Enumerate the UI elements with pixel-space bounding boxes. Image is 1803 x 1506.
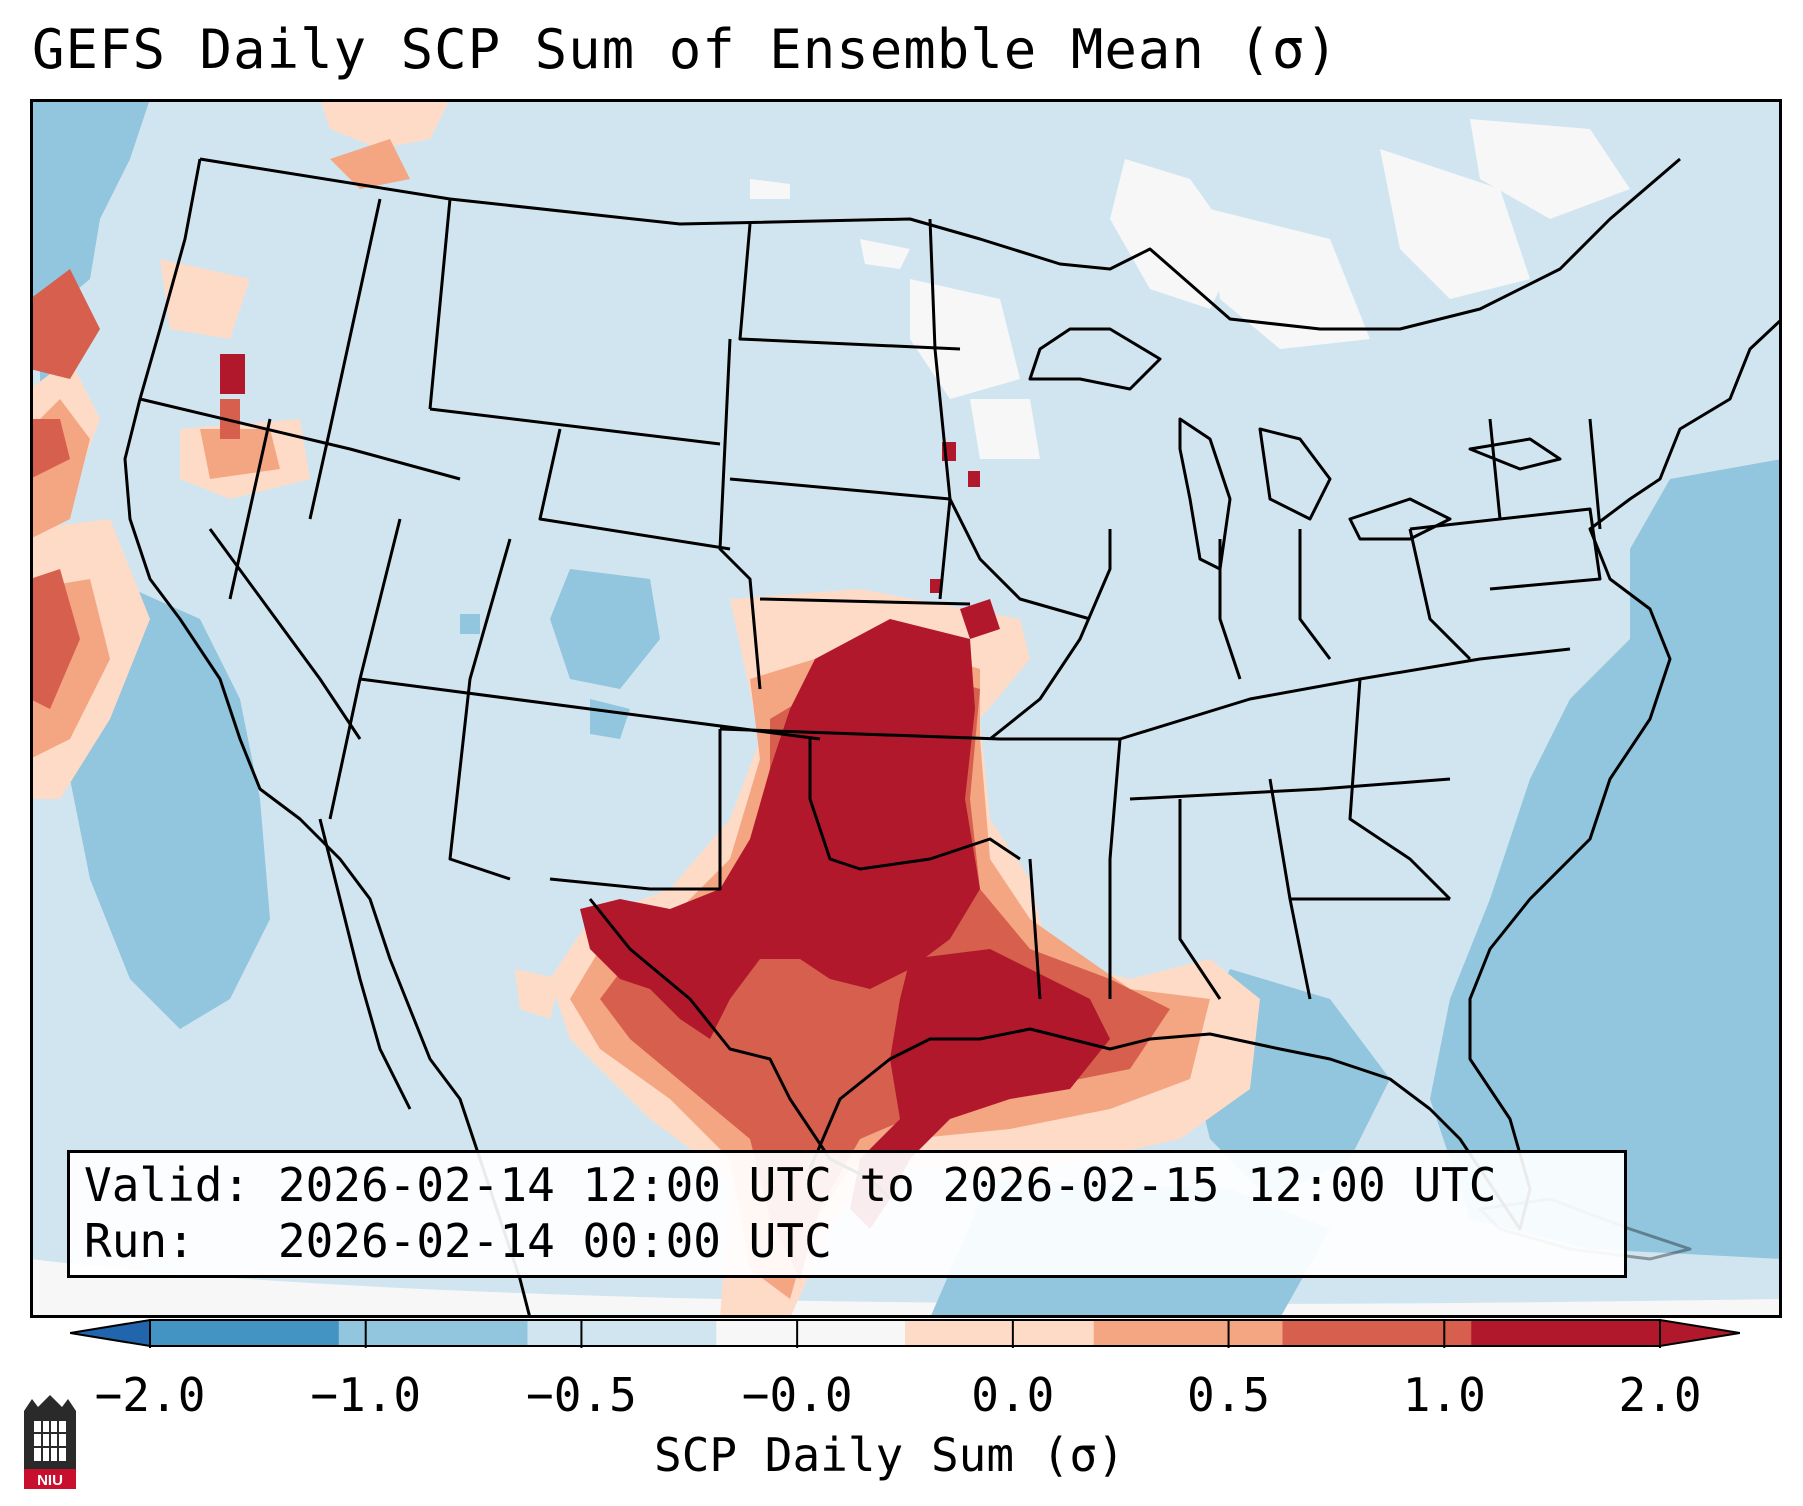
colorbar-segment xyxy=(338,1320,528,1346)
colorbar xyxy=(70,1318,1740,1348)
colorbar-tick-label: −1.0 xyxy=(310,1368,422,1422)
colorbar-extend-high xyxy=(1659,1318,1740,1348)
colorbar-segments xyxy=(70,1318,1740,1348)
colorbar-segment xyxy=(1093,1320,1283,1346)
positive-extreme-areas xyxy=(220,354,1110,1229)
colorbar-tick-label: 0.5 xyxy=(1187,1368,1271,1422)
map-canvas xyxy=(30,99,1782,1318)
colorbar-tick-label: −0.5 xyxy=(526,1368,637,1422)
valid-value: 2026-02-14 12:00 UTC to 2026-02-15 12:00… xyxy=(277,1158,1497,1212)
run-label: Run: xyxy=(84,1214,195,1268)
state-boundaries xyxy=(123,157,1782,1318)
colorbar-segment xyxy=(905,1320,1095,1346)
run-value: 2026-02-14 00:00 UTC xyxy=(277,1214,832,1268)
colorbar-label: SCP Daily Sum (σ) xyxy=(654,1428,1125,1482)
valid-label: Valid: xyxy=(84,1158,251,1212)
map-panel xyxy=(30,99,1782,1318)
niu-logo: NIU xyxy=(24,1395,76,1489)
colorbar-segment xyxy=(1471,1320,1661,1346)
neutral-patches xyxy=(30,119,1782,1318)
colorbar-tick-label: 0.0 xyxy=(971,1368,1055,1422)
colorbar-extend-low xyxy=(70,1318,151,1348)
colorbar-tick-label: 2.0 xyxy=(1618,1368,1702,1422)
logo-text: NIU xyxy=(37,1472,63,1489)
colorbar-tick-label: −2.0 xyxy=(94,1368,206,1422)
colorbar-tick-label: 1.0 xyxy=(1402,1368,1486,1422)
colorbar-segment xyxy=(716,1320,906,1346)
map-frame xyxy=(30,99,1782,1318)
colorbar-ticks xyxy=(149,1320,1661,1348)
colorbar-segment xyxy=(1282,1320,1472,1346)
colorbar-segment xyxy=(150,1320,340,1346)
colorbar-tick-label: −0.0 xyxy=(741,1368,853,1422)
colorbar-segment xyxy=(527,1320,717,1346)
map-title: GEFS Daily SCP Sum of Ensemble Mean (σ) xyxy=(32,18,1339,81)
validity-info-box: Valid: 2026-02-14 12:00 UTC to 2026-02-1… xyxy=(67,1150,1627,1278)
